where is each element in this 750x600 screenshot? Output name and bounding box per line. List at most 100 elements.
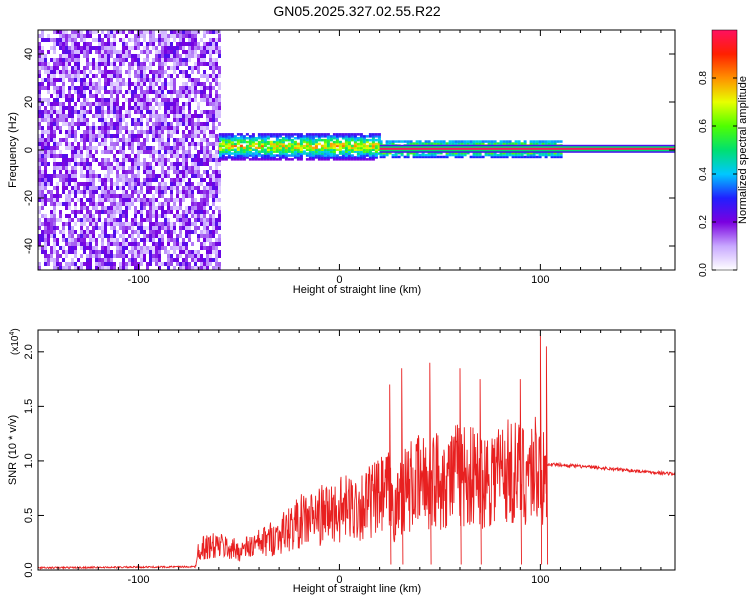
heatmap-cell	[119, 194, 122, 198]
heatmap-cell	[38, 162, 41, 166]
heatmap-cell	[272, 140, 276, 144]
heatmap-cell	[77, 110, 80, 114]
heatmap-cell	[74, 190, 77, 194]
heatmap-cell	[188, 230, 191, 234]
heatmap-cell	[77, 86, 80, 90]
heatmap-cell	[185, 206, 188, 210]
heatmap-cell	[68, 146, 71, 150]
heatmap-cell	[296, 135, 300, 138]
heatmap-cell	[206, 46, 209, 50]
heatmap-cell	[215, 222, 218, 226]
heatmap-cell	[104, 46, 107, 50]
heatmap-cell	[194, 90, 197, 94]
heatmap-cell	[382, 153, 386, 157]
heatmap-cell	[71, 186, 74, 190]
heatmap-cell	[379, 142, 383, 145]
heatmap-cell	[86, 126, 89, 130]
heatmap-cell	[559, 140, 563, 143]
heatmap-cell	[149, 214, 152, 218]
heatmap-cell	[170, 34, 173, 38]
heatmap-cell	[92, 122, 95, 126]
heatmap-cell	[191, 142, 194, 146]
heatmap-cell	[439, 140, 443, 143]
heatmap-cell	[59, 74, 62, 78]
heatmap-cell	[53, 242, 56, 246]
heatmap-cell	[122, 202, 125, 206]
heatmap-cell	[161, 86, 164, 90]
heatmap-cell	[143, 34, 146, 38]
heatmap-cell	[263, 137, 267, 140]
heatmap-cell	[197, 186, 200, 190]
heatmap-cell	[95, 126, 98, 130]
heatmap-cell	[212, 58, 215, 62]
heatmap-cell	[74, 262, 77, 266]
heatmap-cell	[158, 142, 161, 146]
heatmap-cell	[50, 138, 53, 142]
heatmap-cell	[176, 74, 179, 78]
heatmap-cell	[68, 218, 71, 222]
heatmap-cell	[185, 82, 188, 86]
heatmap-cell	[368, 144, 372, 148]
heatmap-cell	[83, 134, 86, 138]
heatmap-cell	[143, 70, 146, 74]
heatmap-cell	[281, 156, 285, 159]
heatmap-cell	[200, 178, 203, 182]
heatmap-cell	[98, 266, 101, 270]
heatmap-cell	[56, 114, 59, 118]
heatmap-cell	[146, 42, 149, 46]
heatmap-cell	[194, 222, 197, 226]
heatmap-cell	[320, 154, 324, 157]
heatmap-cell	[176, 198, 179, 202]
heatmap-cell	[236, 133, 240, 136]
heatmap-cell	[74, 70, 77, 74]
heatmap-cell	[197, 134, 200, 138]
heatmap-cell	[104, 118, 107, 122]
heatmap-cell	[329, 138, 333, 142]
heatmap-cell	[218, 238, 221, 242]
heatmap-cell	[448, 151, 452, 155]
heatmap-cell	[107, 130, 110, 134]
heatmap-cell	[74, 266, 77, 270]
heatmap-cell	[197, 158, 200, 162]
heatmap-cell	[119, 210, 122, 214]
heatmap-cell	[170, 110, 173, 114]
heatmap-cell	[302, 137, 306, 140]
heatmap-cell	[110, 242, 113, 246]
heatmap-cell	[119, 150, 122, 154]
heatmap-cell	[170, 134, 173, 138]
heatmap-cell	[176, 162, 179, 166]
heatmap-cell	[245, 140, 249, 144]
heatmap-cell	[415, 153, 419, 157]
heatmap-cell	[218, 94, 221, 98]
heatmap-cell	[167, 90, 170, 94]
heatmap-cell	[92, 58, 95, 62]
heatmap-cell	[143, 194, 146, 198]
heatmap-cell	[236, 138, 240, 142]
heatmap-cell	[209, 166, 212, 170]
heatmap-cell	[143, 246, 146, 250]
heatmap-cell	[191, 166, 194, 170]
heatmap-cell	[290, 152, 294, 155]
heatmap-cell	[59, 178, 62, 182]
colorbar-label: Normalized spectral amplitude	[737, 76, 749, 224]
heatmap-cell	[68, 86, 71, 90]
heatmap-cell	[47, 146, 50, 150]
heatmap-cell	[128, 74, 131, 78]
heatmap-cell	[170, 162, 173, 166]
heatmap-cell	[113, 50, 116, 54]
heatmap-cell	[125, 194, 128, 198]
heatmap-cell	[293, 152, 297, 155]
heatmap-cell	[137, 146, 140, 150]
heatmap-cell	[362, 144, 366, 148]
heatmap-cell	[134, 122, 137, 126]
heatmap-cell	[56, 162, 59, 166]
heatmap-cell	[200, 202, 203, 206]
heatmap-cell	[212, 142, 215, 146]
heatmap-cell	[167, 102, 170, 106]
heatmap-cell	[158, 174, 161, 178]
heatmap-cell	[68, 114, 71, 118]
heatmap-cell	[206, 230, 209, 234]
heatmap-cell	[149, 150, 152, 154]
heatmap-cell	[77, 142, 80, 146]
heatmap-cell	[374, 150, 378, 153]
